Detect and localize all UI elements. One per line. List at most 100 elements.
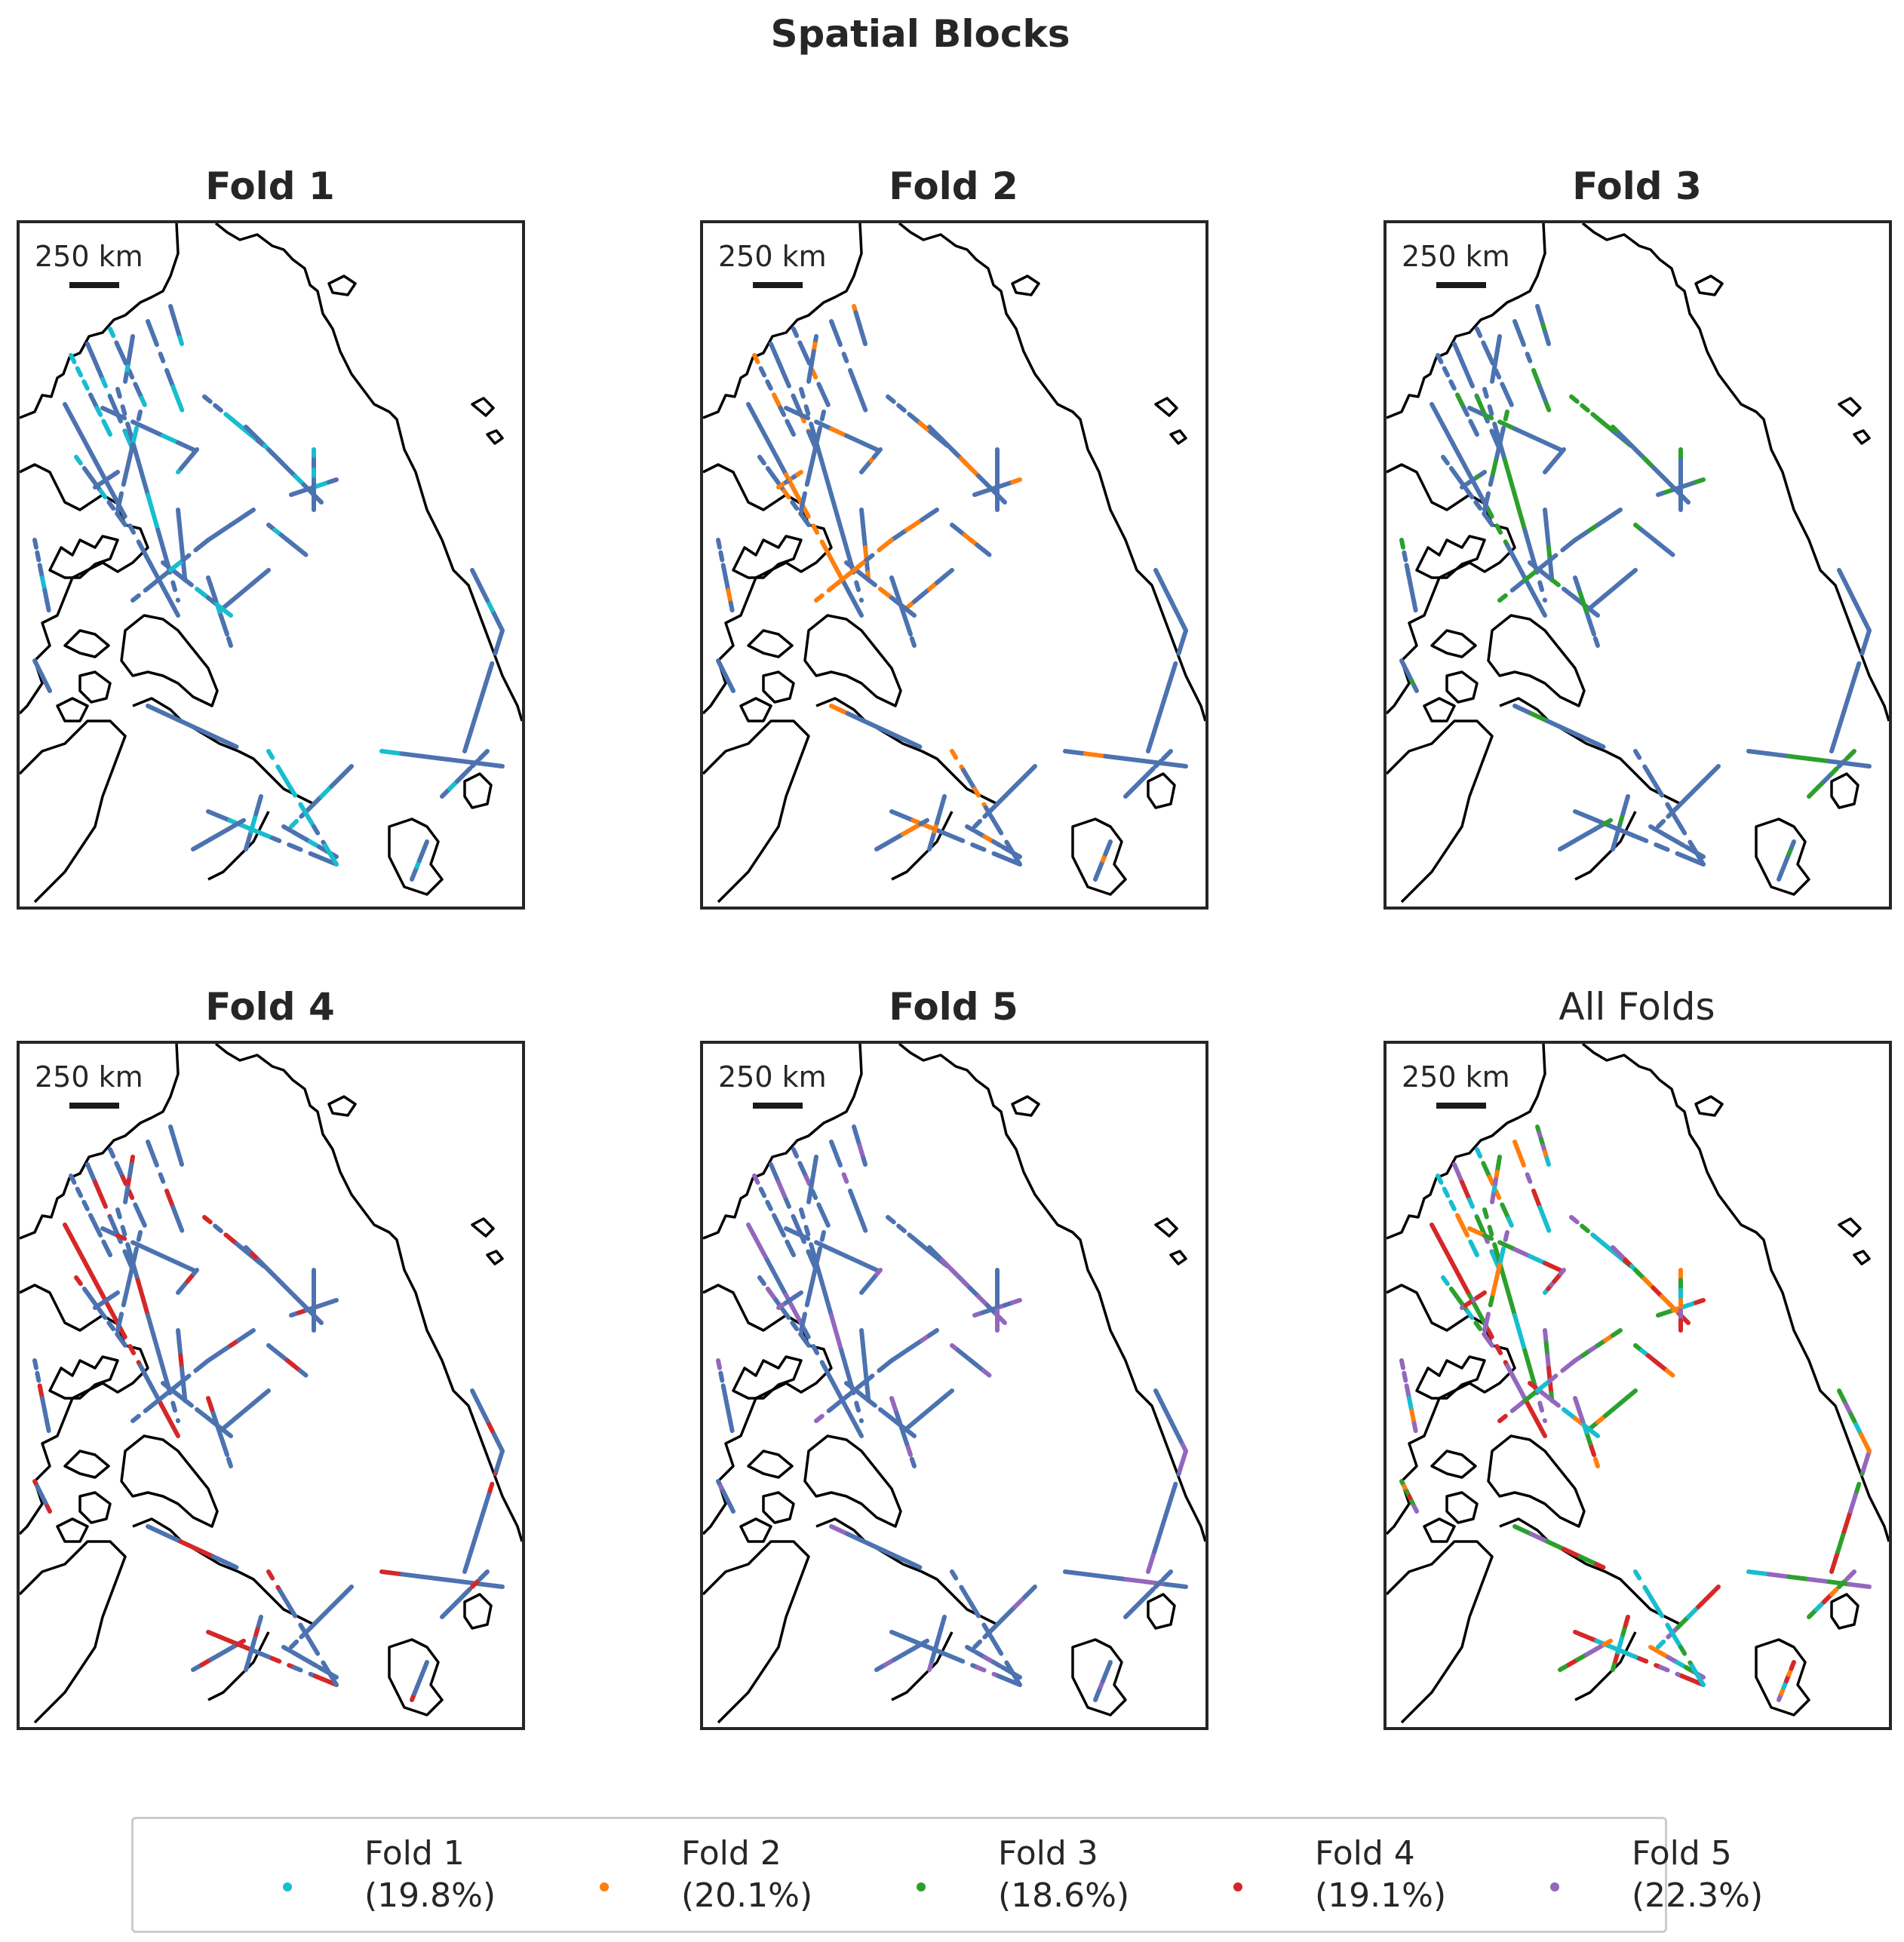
- track-segment: [312, 1645, 327, 1668]
- track-segment: [1560, 1358, 1577, 1373]
- track-segment: [1165, 668, 1176, 693]
- track-segment: [312, 824, 327, 848]
- track-segment: [790, 1321, 803, 1336]
- coastline-14: [471, 1217, 495, 1238]
- track-segment: [860, 1221, 871, 1242]
- track-segment: [829, 492, 844, 532]
- legend-text: Fold 3 (18.6%): [998, 1833, 1129, 1917]
- track-segment: [954, 836, 980, 849]
- track-segment: [289, 1634, 304, 1649]
- track-segment: [829, 704, 850, 716]
- coastline-5: [120, 614, 219, 707]
- track-segment: [975, 844, 1001, 858]
- track-segment: [908, 632, 917, 648]
- track-segment: [1501, 410, 1509, 431]
- track-segment: [1667, 1626, 1683, 1649]
- track-segment: [1452, 342, 1464, 364]
- track-segment: [814, 588, 831, 603]
- track-segment: [1467, 1226, 1487, 1238]
- track-segment: [146, 704, 167, 716]
- track-segment: [112, 470, 120, 477]
- scale-line: [753, 282, 803, 288]
- track-segment: [776, 359, 788, 382]
- track-segment: [1577, 734, 1599, 746]
- track-segment: [992, 1615, 1007, 1630]
- track-segment: [259, 1388, 271, 1400]
- track-segment: [860, 400, 871, 422]
- track-segment: [1594, 741, 1615, 753]
- track-segment: [135, 457, 150, 497]
- coastline-12: [1147, 772, 1176, 809]
- track-segment: [1522, 1348, 1537, 1388]
- track-segment: [848, 368, 859, 389]
- track-segment: [840, 1398, 864, 1438]
- track-segment: [470, 1388, 480, 1404]
- track-segment: [266, 749, 282, 772]
- track-segment: [195, 587, 210, 600]
- track-segment: [1844, 1569, 1856, 1582]
- track-segment: [859, 440, 879, 452]
- track-segment: [799, 413, 818, 425]
- scale-label: 250 km: [35, 1060, 143, 1094]
- track-segment: [1003, 1604, 1018, 1619]
- track-segment: [1686, 784, 1701, 799]
- track-segment: [1003, 784, 1018, 799]
- track-segment: [932, 827, 958, 840]
- track-segment: [297, 548, 309, 557]
- map-canvas: [1387, 223, 1889, 904]
- track-segment: [908, 1453, 917, 1468]
- track-segment: [878, 1407, 894, 1421]
- coastline-2: [703, 463, 833, 715]
- track-segment: [1430, 402, 1453, 442]
- track-segment: [782, 1309, 795, 1325]
- track-segment: [829, 1247, 849, 1259]
- track-segment: [992, 794, 1007, 809]
- coastline-13: [1694, 1095, 1724, 1117]
- track-segment: [1442, 366, 1454, 384]
- track-segment: [1083, 1572, 1108, 1579]
- track-segment: [120, 354, 131, 373]
- track-segment: [462, 1549, 474, 1574]
- track-segment: [790, 500, 803, 516]
- track-segment: [1143, 759, 1169, 766]
- track-segment: [146, 492, 161, 532]
- track-segment: [168, 1378, 186, 1393]
- track-segment: [776, 1180, 788, 1202]
- track-segment: [115, 387, 131, 427]
- track-segment: [1531, 368, 1543, 389]
- track-segment: [1519, 1155, 1530, 1177]
- track-segment: [1601, 421, 1617, 434]
- track-segment: [1402, 1370, 1409, 1388]
- track-segment: [1436, 353, 1447, 371]
- track-segment: [462, 729, 474, 753]
- track-segment: [1573, 809, 1599, 823]
- track-segment: [1573, 1396, 1581, 1412]
- track-segment: [1502, 1278, 1517, 1318]
- coastline-2: [1387, 1284, 1516, 1535]
- track-segment: [131, 1408, 148, 1423]
- track-segment: [765, 1257, 788, 1298]
- track-segment: [1531, 1189, 1543, 1210]
- track-segment: [1545, 719, 1566, 731]
- track-segment: [493, 1449, 505, 1474]
- track-segment: [927, 1328, 939, 1338]
- track-segment: [765, 437, 788, 477]
- track-segment: [155, 568, 173, 583]
- track-segment: [193, 1358, 210, 1373]
- track-segment: [1594, 1562, 1615, 1574]
- coastline-4: [1430, 1450, 1477, 1479]
- track-segment: [191, 447, 199, 456]
- track-segment: [206, 575, 214, 591]
- track-segment: [81, 1200, 93, 1218]
- track-segment: [716, 1358, 723, 1376]
- track-segment: [1103, 753, 1128, 761]
- map-canvas: [1387, 1044, 1889, 1724]
- coastline-8: [132, 697, 315, 805]
- track-segment: [202, 1215, 218, 1229]
- coastline-13: [327, 275, 357, 296]
- track-segment: [896, 1223, 912, 1238]
- track-segment: [1547, 548, 1565, 563]
- track-segment: [752, 1173, 763, 1192]
- track-segment: [845, 711, 867, 723]
- track-segment: [266, 1268, 280, 1281]
